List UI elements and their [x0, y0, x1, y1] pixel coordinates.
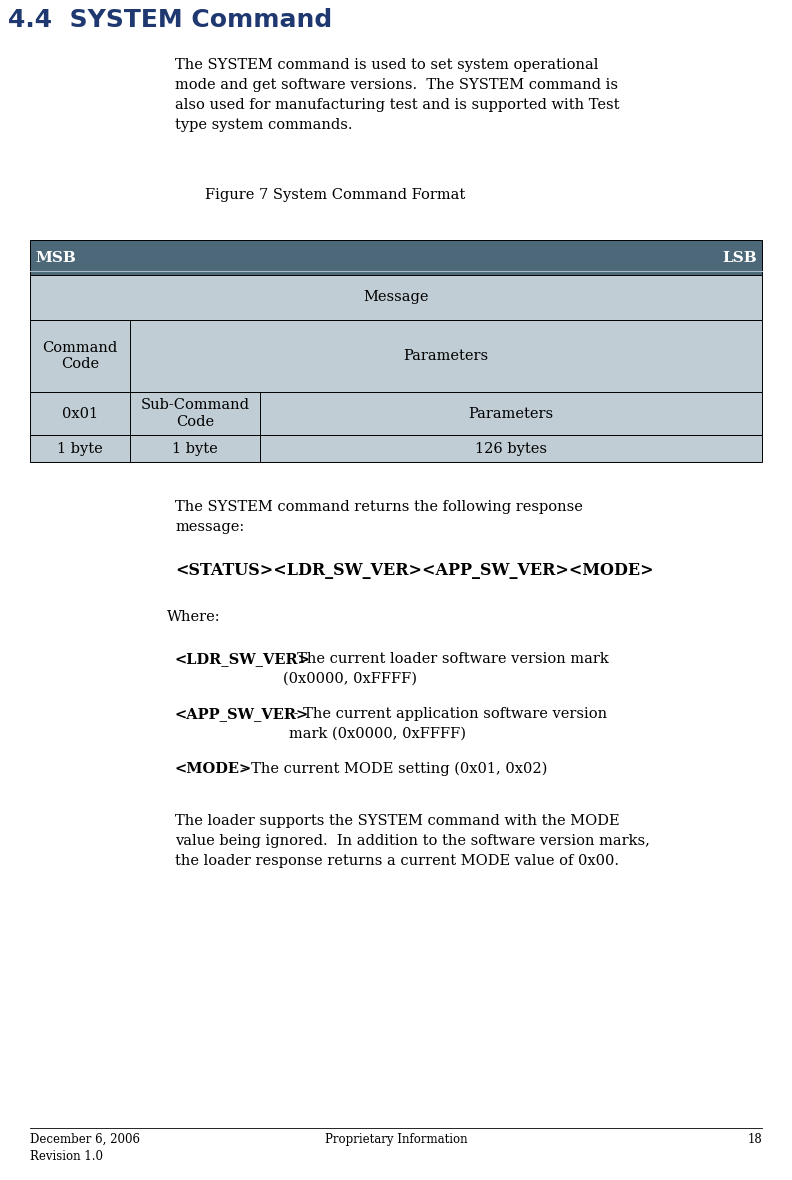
- Text: The SYSTEM command returns the following response
message:: The SYSTEM command returns the following…: [175, 500, 583, 535]
- Text: Command
Code: Command Code: [43, 341, 118, 371]
- Text: The SYSTEM command is used to set system operational
mode and get software versi: The SYSTEM command is used to set system…: [175, 58, 619, 132]
- Bar: [30, 320, 762, 392]
- Text: 0x01: 0x01: [62, 406, 98, 420]
- Text: MSB: MSB: [35, 250, 76, 264]
- Text: <STATUS><LDR_SW_VER><APP_SW_VER><MODE>: <STATUS><LDR_SW_VER><APP_SW_VER><MODE>: [175, 562, 653, 579]
- Text: - The current application software version
mark (0x0000, 0xFFFF): - The current application software versi…: [289, 707, 607, 741]
- Text: Proprietary Information: Proprietary Information: [325, 1133, 467, 1146]
- Text: Message: Message: [364, 290, 428, 304]
- Text: Where:: Where:: [167, 610, 221, 624]
- Text: <APP_SW_VER>: <APP_SW_VER>: [175, 707, 309, 721]
- Text: Sub-Command
Code: Sub-Command Code: [140, 399, 249, 428]
- Text: - The current MODE setting (0x01, 0x02): - The current MODE setting (0x01, 0x02): [237, 762, 547, 776]
- Text: 1 byte: 1 byte: [57, 441, 103, 455]
- Text: Parameters: Parameters: [468, 406, 554, 420]
- Text: 18: 18: [747, 1133, 762, 1146]
- Bar: [30, 435, 762, 463]
- Text: <LDR_SW_VER>: <LDR_SW_VER>: [175, 653, 311, 666]
- Text: December 6, 2006
Revision 1.0: December 6, 2006 Revision 1.0: [30, 1133, 140, 1163]
- Text: Parameters: Parameters: [403, 349, 489, 363]
- Text: 1 byte: 1 byte: [172, 441, 218, 455]
- Text: 4.4  SYSTEM Command: 4.4 SYSTEM Command: [8, 8, 333, 32]
- Text: Figure 7 System Command Format: Figure 7 System Command Format: [205, 188, 465, 202]
- Text: <MODE>: <MODE>: [175, 762, 252, 776]
- Bar: [30, 275, 762, 320]
- Text: LSB: LSB: [722, 250, 757, 264]
- Bar: [30, 392, 762, 435]
- Text: The loader supports the SYSTEM command with the MODE
value being ignored.  In ad: The loader supports the SYSTEM command w…: [175, 814, 650, 868]
- Bar: [30, 240, 762, 275]
- Text: - The current loader software version mark
(0x0000, 0xFFFF): - The current loader software version ma…: [283, 653, 609, 686]
- Text: 126 bytes: 126 bytes: [475, 441, 547, 455]
